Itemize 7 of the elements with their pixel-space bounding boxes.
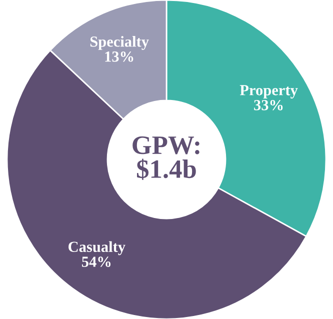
data-label: 33% [254,100,283,110]
slice-label: Casualty [68,241,126,256]
data-label: 54% [82,256,110,267]
text: GPW: $1.4b [132,136,200,180]
slice-label: Specialty [90,36,149,50]
data-label: 13% [105,51,134,62]
slice-label: Property [240,85,298,98]
